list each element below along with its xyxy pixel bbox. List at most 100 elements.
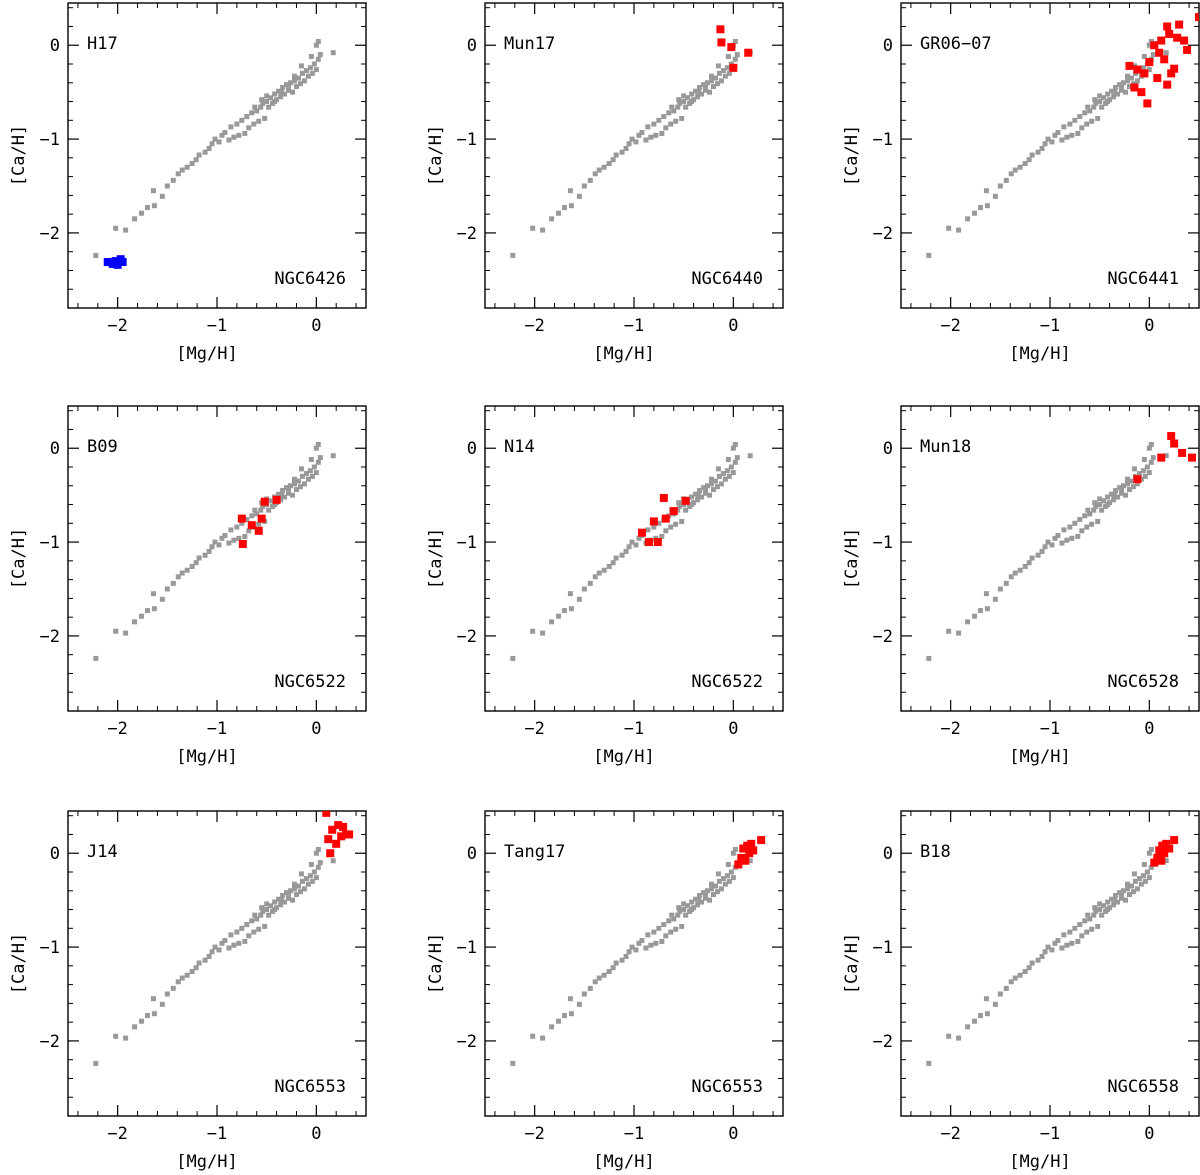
background-point <box>689 91 695 97</box>
background-point <box>1026 965 1032 971</box>
background-point <box>1042 949 1048 955</box>
background-point <box>1131 871 1137 877</box>
background-point <box>705 80 711 86</box>
background-point <box>1022 160 1028 166</box>
background-point <box>725 53 731 59</box>
x-tick-label: 0 <box>311 316 321 336</box>
background-point <box>629 539 635 545</box>
x-tick-label: −1 <box>624 1124 644 1144</box>
background-point <box>1075 533 1081 539</box>
background-point <box>1095 923 1101 929</box>
background-point <box>977 608 983 614</box>
background-point <box>1089 118 1095 124</box>
background-point <box>1101 498 1107 504</box>
highlight-point <box>1153 74 1162 83</box>
x-tick-label: −2 <box>524 316 544 336</box>
background-point <box>576 596 582 602</box>
background-point <box>132 1024 138 1030</box>
background-point <box>1055 938 1061 944</box>
background-point <box>659 533 665 539</box>
background-point <box>246 528 252 534</box>
background-point <box>1029 555 1035 561</box>
highlight-point <box>661 514 670 523</box>
background-point <box>202 552 208 558</box>
y-tick-label: 0 <box>50 844 60 864</box>
background-point <box>222 533 228 539</box>
background-point <box>317 860 323 866</box>
background-point <box>576 193 582 199</box>
highlight-point <box>749 846 758 855</box>
background-point <box>315 864 321 870</box>
background-point <box>663 125 669 131</box>
y-tick-label: −2 <box>873 627 893 647</box>
background-point <box>1087 108 1093 114</box>
background-point <box>1105 99 1111 105</box>
background-point <box>1095 115 1101 121</box>
background-point <box>1026 560 1032 566</box>
background-point <box>1092 905 1098 911</box>
background-point <box>561 608 567 614</box>
background-point <box>291 78 297 84</box>
background-point <box>1097 99 1103 105</box>
background-point <box>712 75 718 81</box>
highlight-point <box>1155 846 1164 855</box>
highlight-point <box>747 839 756 848</box>
background-point <box>1092 97 1098 103</box>
highlight-point <box>717 38 726 47</box>
highlight-point <box>1175 20 1184 29</box>
background-point <box>977 1013 983 1019</box>
background-point <box>926 655 932 661</box>
background-point <box>298 871 304 877</box>
highlight-point <box>326 849 335 858</box>
background-point <box>252 912 258 918</box>
background-point <box>1148 459 1154 465</box>
background-point <box>675 104 681 110</box>
background-point <box>239 117 245 123</box>
background-point <box>1146 445 1152 451</box>
background-point <box>639 130 645 136</box>
background-point <box>703 84 709 90</box>
background-point <box>696 89 702 95</box>
background-point <box>675 912 681 918</box>
background-point <box>246 933 252 939</box>
background-point <box>272 91 278 97</box>
background-point <box>202 149 208 155</box>
background-point <box>219 535 225 541</box>
background-point <box>1093 908 1099 914</box>
background-point <box>236 132 242 138</box>
y-axis-label: [Ca/H] <box>426 933 446 994</box>
background-point <box>1138 881 1144 887</box>
background-point <box>315 441 321 447</box>
background-point <box>676 97 682 103</box>
background-point <box>1091 912 1097 918</box>
background-point <box>997 183 1003 189</box>
highlight-point <box>1137 88 1146 97</box>
background-point <box>610 965 616 971</box>
background-point <box>708 881 714 887</box>
background-point <box>202 957 208 963</box>
background-point <box>708 886 714 892</box>
background-point <box>1077 922 1083 928</box>
points-layer <box>926 13 1199 258</box>
background-point <box>683 912 689 918</box>
background-point <box>656 925 662 931</box>
background-point <box>1140 65 1146 71</box>
background-point <box>313 67 319 73</box>
background-point <box>722 881 728 887</box>
background-point <box>193 157 199 163</box>
background-point <box>596 975 602 981</box>
background-point <box>1109 491 1115 497</box>
background-point <box>132 216 138 222</box>
background-point <box>1029 960 1035 966</box>
background-point <box>1093 100 1099 106</box>
background-point <box>303 876 309 882</box>
background-point <box>219 132 225 138</box>
y-axis-label: [Ca/H] <box>426 528 446 589</box>
cluster-label: NGC6528 <box>1107 672 1179 692</box>
background-point <box>303 68 309 74</box>
background-point <box>926 252 932 258</box>
background-point <box>556 1018 562 1024</box>
background-point <box>1008 574 1014 580</box>
y-tick-label: 0 <box>50 36 60 56</box>
background-point <box>1049 947 1055 953</box>
